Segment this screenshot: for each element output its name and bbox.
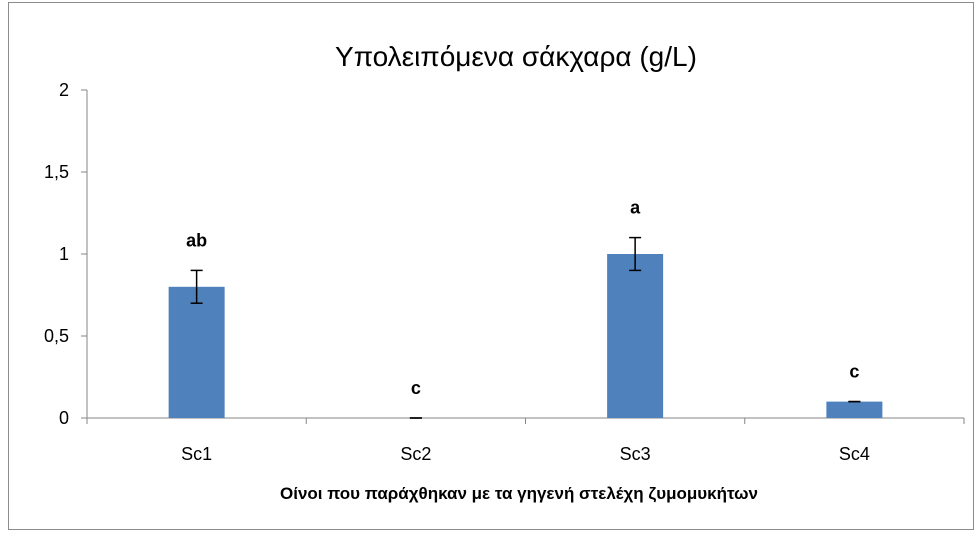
x-tick-label: Sc4: [839, 444, 870, 464]
x-tick-label: Sc2: [400, 444, 431, 464]
bars: [168, 254, 883, 418]
y-tick-label: 1: [59, 244, 69, 264]
bar-sc3: [607, 254, 664, 418]
x-tick-label: Sc1: [181, 444, 212, 464]
x-axis-ticks: Sc1 Sc2 Sc3 Sc4: [86, 418, 965, 464]
y-tick-label: 0,5: [44, 326, 69, 346]
significance-label: c: [849, 362, 859, 382]
bar-sc1: [168, 286, 225, 418]
bar-chart: Υπολειπόμενα σάκχαρα (g/L) 0 0,5 1 1,5 2 Sc1…: [44, 41, 965, 503]
y-tick-label: 2: [59, 80, 69, 100]
y-tick-label: 0: [59, 408, 69, 428]
chart-area: Υπολειπόμενα σάκχαρα (g/L) 0 0,5 1 1,5 2 Sc1…: [8, 2, 974, 530]
significance-label: a: [630, 198, 641, 218]
y-axis-ticks: 0 0,5 1 1,5 2: [44, 80, 87, 428]
significance-labels: ab c a c: [186, 198, 859, 398]
error-bars: [190, 236, 861, 419]
x-axis-label: Οίνοι που παράχθηκαν με τα γηγενή στελέχ…: [280, 484, 758, 503]
significance-label: ab: [186, 230, 207, 250]
chart-title: Υπολειπόμενα σάκχαρα (g/L): [335, 41, 697, 72]
x-tick-label: Sc3: [620, 444, 651, 464]
y-tick-label: 1,5: [44, 162, 69, 182]
bar-sc4: [826, 401, 883, 418]
significance-label: c: [411, 378, 421, 398]
